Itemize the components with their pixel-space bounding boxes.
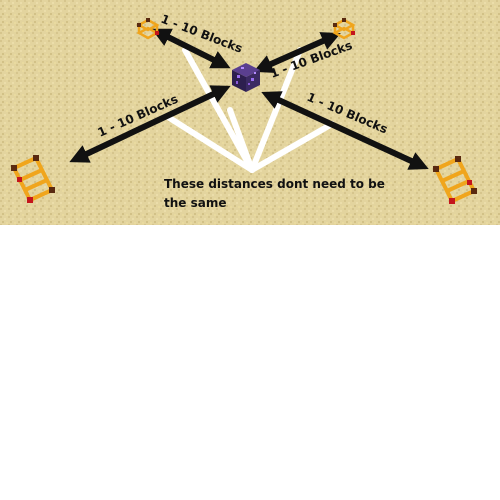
arrow-top-left (151, 28, 231, 69)
arrow-mid-right (261, 91, 429, 170)
ladder-frame-icon (433, 156, 477, 204)
small-frame-icon (332, 18, 356, 40)
distance-arrows (69, 28, 429, 170)
arrow-top-right (253, 32, 341, 73)
sand-ground (0, 0, 500, 225)
arrow-mid-left (69, 85, 231, 163)
pointer-line (227, 107, 255, 173)
small-frame-icon (136, 18, 160, 40)
obsidian-spawner-block-icon (232, 63, 260, 92)
note-line-1: These distances dont need to be (164, 177, 385, 191)
ladder-frame-icon (11, 155, 55, 203)
note-line-2: the same (164, 196, 226, 210)
